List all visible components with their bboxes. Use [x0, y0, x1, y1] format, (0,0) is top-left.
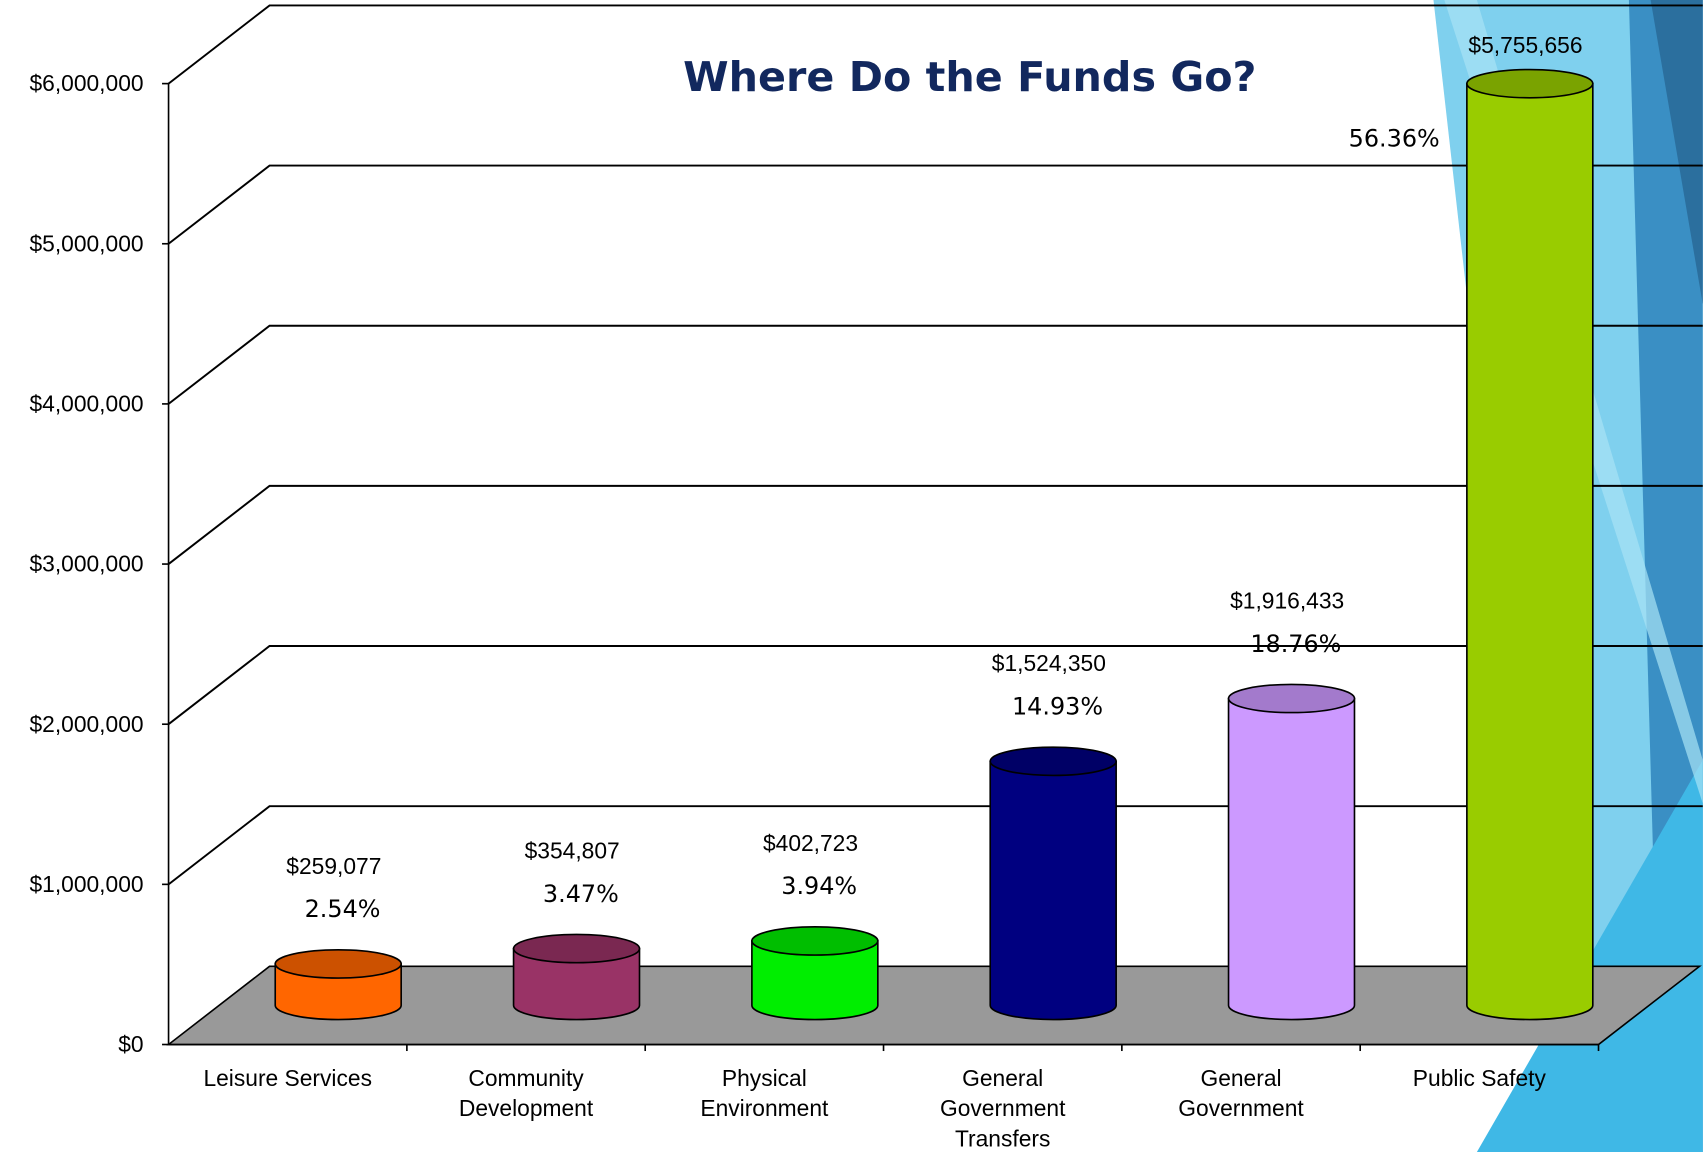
bar-top-shade [751, 926, 878, 956]
x-tick-label: Community Development [459, 1065, 594, 1121]
grid [162, 4, 1703, 1052]
marks [274, 68, 1594, 1021]
y-tick-label: $1,000,000 [29, 871, 143, 897]
bar-top [274, 949, 402, 979]
chart-title: Where Do the Funds Go? [683, 53, 1256, 101]
x-tick-label: Leisure Services [203, 1065, 372, 1091]
value-label: $259,077 [286, 853, 381, 879]
bar-top [751, 925, 879, 956]
bar-top [512, 933, 641, 964]
y-tick-label: $6,000,000 [29, 70, 143, 96]
percent-label: 18.76% [1250, 630, 1341, 658]
percent-label: 3.47% [543, 880, 619, 908]
value-label: $1,916,433 [1230, 587, 1344, 613]
bar [274, 963, 402, 1021]
percent-label: 14.93% [1012, 693, 1103, 721]
x-tick-label: General Government Transfers [940, 1065, 1066, 1152]
value-label: $402,723 [763, 830, 858, 856]
bar-top-shade [990, 747, 1117, 776]
bar [1227, 697, 1356, 1021]
y-tick-label: $5,000,000 [29, 230, 143, 256]
value-label: $5,755,656 [1468, 32, 1582, 58]
grid-line [167, 324, 1703, 405]
bar-top-shade [1228, 684, 1355, 713]
bar-top-shade [513, 934, 640, 963]
grid-line [167, 164, 1703, 245]
y-tick-label: $2,000,000 [29, 711, 143, 737]
bar [989, 760, 1117, 1021]
grid-line [167, 805, 1703, 886]
x-tick-label: General Government [1178, 1065, 1304, 1121]
bar [1466, 82, 1594, 1021]
value-label: $354,807 [525, 837, 620, 863]
bar-top [1466, 68, 1594, 99]
bar-top [1227, 683, 1356, 714]
bar-top-shade [1466, 69, 1593, 98]
grid-line [167, 645, 1703, 725]
grid-line [167, 4, 1703, 85]
grid-line [167, 484, 1703, 565]
bar-top-shade [275, 949, 402, 979]
x-tick-label: Public Safety [1413, 1065, 1547, 1091]
bar [751, 940, 879, 1021]
value-label: $1,524,350 [992, 650, 1106, 676]
bar-top [989, 746, 1117, 777]
percent-label: 56.36% [1349, 125, 1440, 153]
percent-label: 3.94% [781, 872, 857, 900]
y-tick-label: $0 [118, 1031, 143, 1057]
x-tick-label: Physical Environment [700, 1065, 829, 1121]
y-tick-label: $3,000,000 [29, 551, 143, 577]
bar [512, 947, 641, 1021]
percent-label: 2.54% [305, 895, 381, 923]
y-tick-label: $4,000,000 [29, 391, 143, 417]
